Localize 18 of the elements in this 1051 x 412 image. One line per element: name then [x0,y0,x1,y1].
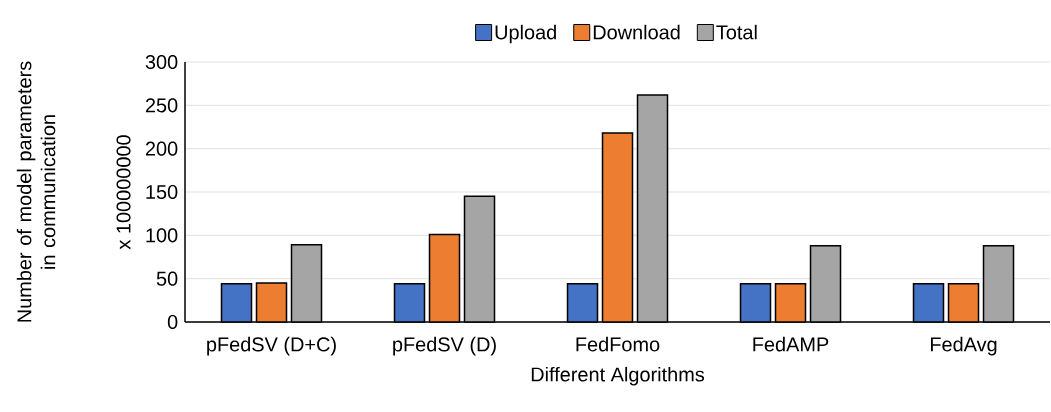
legend-label: Total [716,24,757,40]
legend-label: Download [593,24,680,40]
y-tick-label: 200 [145,141,178,156]
x-tick-label: FedAMP [753,336,829,352]
y-axis-title: Number of model parameters in communication [16,61,56,322]
y-tick-label: 100 [146,228,178,243]
legend-label: Upload [495,24,556,44]
y-tick-label: 50 [156,271,178,286]
x-axis-title: Different Algorithms [531,366,705,386]
x-tick-label: pFedSV (D) [393,336,496,356]
x-tick-label: FedFomo [576,336,660,352]
y-tick-label: 150 [146,184,178,200]
y-tick-label: 250 [145,98,178,113]
text: x 100000000 [116,135,131,250]
y-tick-label: 0 [167,314,178,330]
x-tick-label: FedAvg [931,336,997,356]
y-tick-label: 300 [145,54,178,70]
x-tick-label: pFedSV (D+C) [207,336,336,356]
